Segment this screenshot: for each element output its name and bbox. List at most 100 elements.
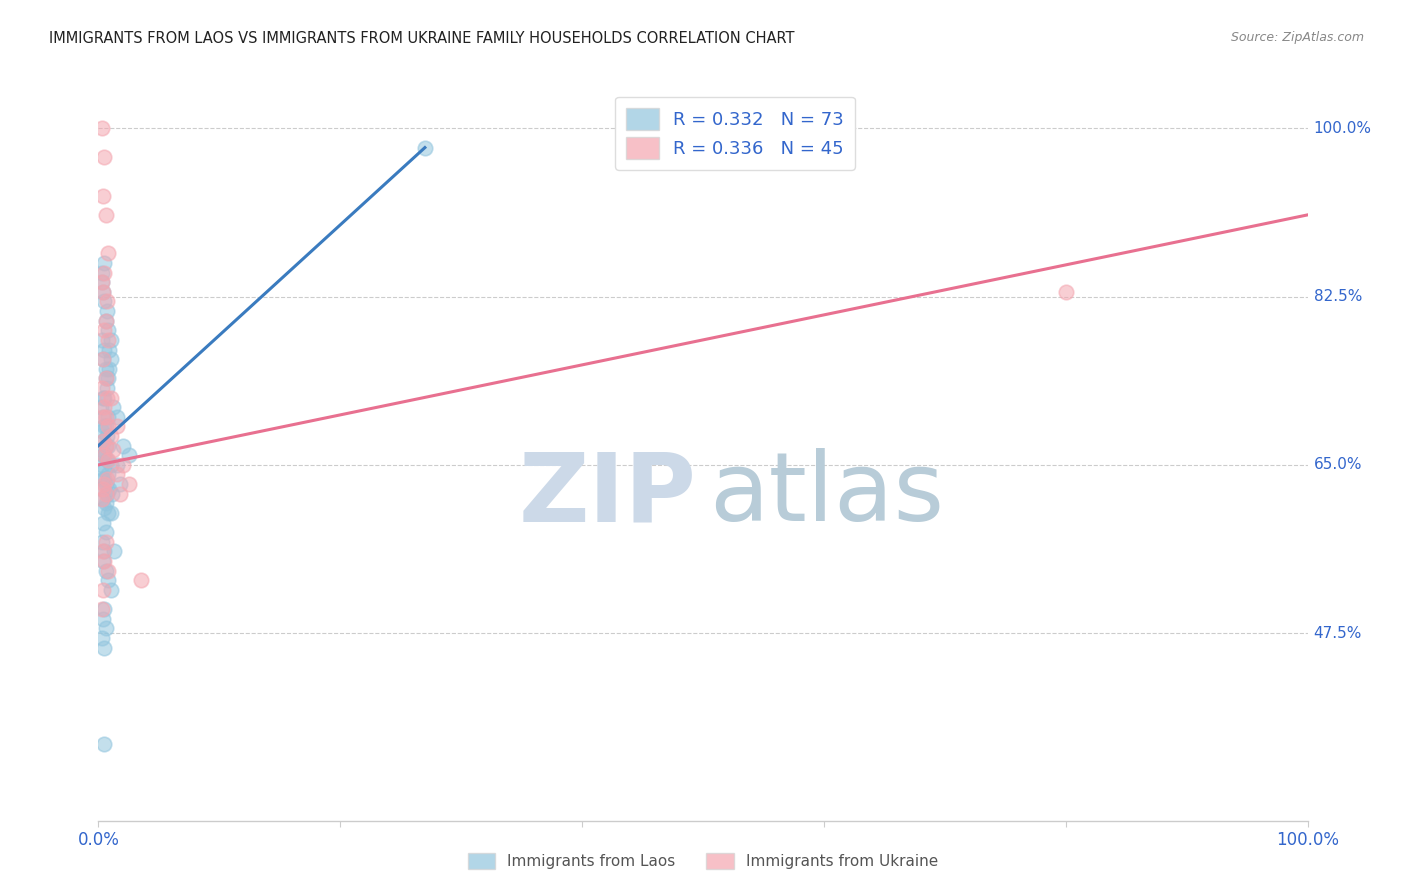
Point (93, 419, 115, 434)
Point (91, 472, 114, 486)
Point (97, 409, 120, 424)
Point (94, 419, 117, 434)
Point (91, 448, 114, 462)
Point (93, 554, 115, 568)
Point (91, 631, 114, 645)
Point (93, 448, 115, 462)
Point (93, 477, 115, 491)
Text: ZIP: ZIP (519, 449, 697, 541)
Point (97, 453, 120, 467)
Point (91, 582, 114, 597)
Point (91, 333, 114, 347)
Text: IMMIGRANTS FROM LAOS VS IMMIGRANTS FROM UKRAINE FAMILY HOUSEHOLDS CORRELATION CH: IMMIGRANTS FROM LAOS VS IMMIGRANTS FROM … (49, 31, 794, 46)
Point (98, 361, 121, 376)
Point (93, 448, 115, 462)
Point (105, 458, 128, 472)
Point (91, 285, 114, 299)
Point (1054, 285, 1077, 299)
Point (94, 525, 117, 540)
Text: 65.0%: 65.0% (1313, 458, 1362, 473)
Point (105, 409, 128, 424)
Point (413, 140, 436, 154)
Point (94, 439, 117, 453)
Point (91, 554, 114, 568)
Point (94, 371, 117, 385)
Point (93, 737, 115, 751)
Point (91, 381, 114, 395)
Point (96, 294, 118, 309)
Point (108, 487, 131, 501)
Point (93, 150, 115, 164)
Point (97, 323, 120, 337)
Point (97, 506, 120, 520)
Point (91, 482, 114, 496)
Point (94, 371, 117, 385)
Point (91, 188, 114, 202)
Point (96, 381, 118, 395)
Point (90, 400, 112, 414)
Point (111, 439, 134, 453)
Point (98, 482, 121, 496)
Point (93, 472, 115, 486)
Text: 47.5%: 47.5% (1313, 625, 1362, 640)
Point (94, 313, 117, 327)
Point (97, 439, 120, 453)
Point (97, 419, 120, 434)
Point (91, 534, 114, 549)
Point (96, 304, 118, 318)
Point (93, 343, 115, 357)
Point (94, 564, 117, 578)
Point (97, 564, 120, 578)
Text: 82.5%: 82.5% (1313, 289, 1362, 304)
Point (100, 333, 122, 347)
Point (93, 602, 115, 616)
Point (96, 487, 118, 501)
Point (100, 429, 122, 443)
Point (91, 275, 114, 289)
Point (100, 391, 122, 405)
Point (91, 434, 114, 448)
Point (91, 516, 114, 530)
Point (91, 285, 114, 299)
Point (100, 582, 122, 597)
Point (93, 501, 115, 516)
Point (93, 266, 115, 280)
Point (100, 506, 122, 520)
Point (97, 371, 120, 385)
Point (91, 434, 114, 448)
Point (96, 472, 118, 486)
Point (91, 391, 114, 405)
Point (97, 467, 120, 482)
Point (105, 467, 128, 482)
Point (93, 294, 115, 309)
Text: Source: ZipAtlas.com: Source: ZipAtlas.com (1230, 31, 1364, 45)
Point (91, 458, 114, 472)
Point (97, 246, 120, 260)
Legend: R = 0.332   N = 73, R = 0.336   N = 45: R = 0.332 N = 73, R = 0.336 N = 45 (616, 96, 855, 169)
Point (100, 487, 122, 501)
Point (111, 458, 134, 472)
Point (93, 391, 115, 405)
Point (94, 361, 117, 376)
Point (91, 482, 114, 496)
Point (91, 491, 114, 506)
Point (94, 313, 117, 327)
Point (96, 429, 118, 443)
Point (94, 439, 117, 453)
Point (94, 621, 117, 635)
Point (91, 612, 114, 626)
Point (94, 487, 117, 501)
Point (94, 496, 117, 510)
Point (100, 458, 122, 472)
Point (91, 544, 114, 558)
Legend: Immigrants from Laos, Immigrants from Ukraine: Immigrants from Laos, Immigrants from Uk… (461, 847, 945, 875)
Point (91, 424, 114, 438)
Text: 100.0%: 100.0% (1313, 120, 1372, 136)
Point (98, 343, 121, 357)
Point (93, 323, 115, 337)
Point (96, 453, 118, 467)
Point (101, 443, 124, 458)
Point (91, 602, 114, 616)
Point (91, 409, 114, 424)
Point (94, 208, 117, 222)
